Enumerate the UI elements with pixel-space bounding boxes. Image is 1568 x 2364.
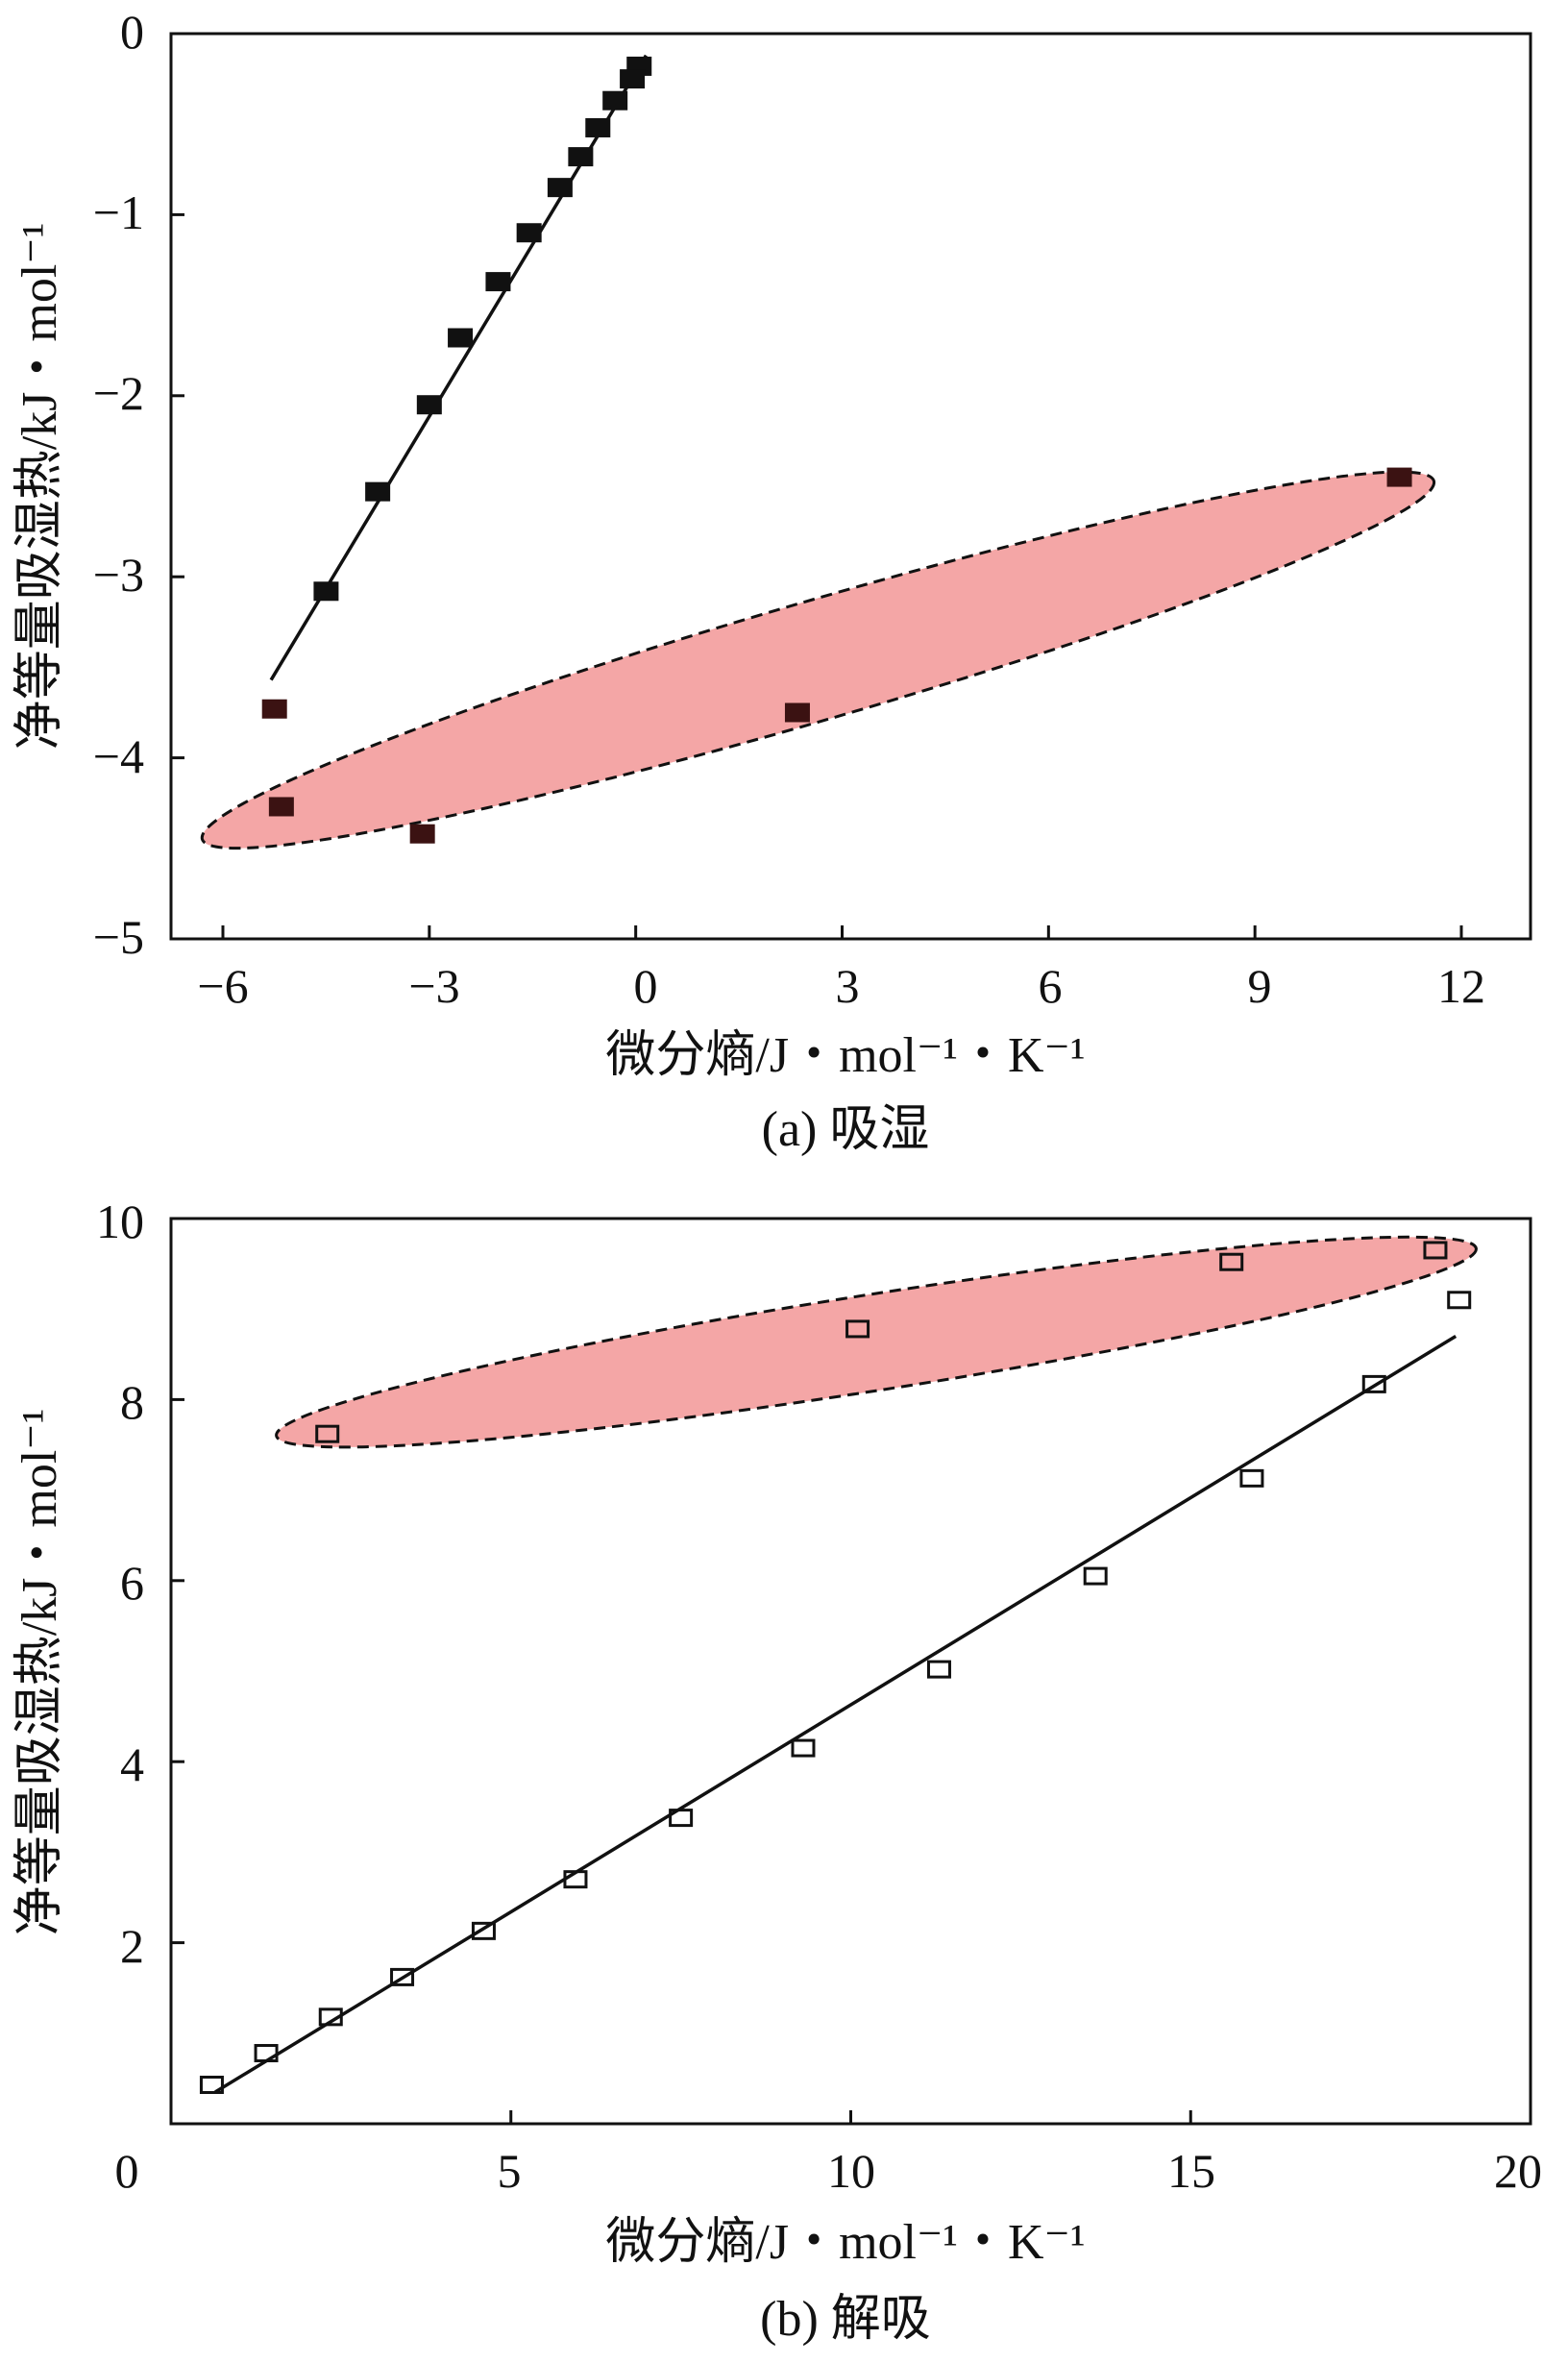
highlight-region	[200, 470, 1436, 850]
data-point	[1239, 1468, 1264, 1488]
data-point	[1083, 1566, 1108, 1586]
y-tick-label: 10	[96, 1194, 144, 1248]
data-point	[547, 178, 573, 198]
data-points	[199, 1241, 1472, 2094]
x-tick-label: 20	[1494, 2144, 1542, 2198]
data-point	[563, 1870, 588, 1889]
data-point	[390, 1967, 415, 1986]
data-point	[448, 328, 474, 348]
data-point	[318, 2007, 343, 2027]
data-point	[409, 824, 435, 844]
data-point	[1361, 1374, 1386, 1393]
x-tick-label: 15	[1167, 2144, 1215, 2198]
data-point	[268, 797, 294, 817]
x-tick-label: 5	[498, 2144, 522, 2198]
plot-frame	[169, 32, 1532, 941]
y-axis-label: 净等量吸湿热/kJ・mol⁻¹	[12, 223, 67, 751]
x-axis-label: 微分熵/J・mol⁻¹・K⁻¹	[605, 2215, 1085, 2270]
data-point	[568, 147, 594, 167]
data-point	[199, 2075, 224, 2094]
x-tick-label: −3	[408, 959, 459, 1013]
data-point	[620, 69, 646, 89]
y-tick-label: 8	[120, 1375, 144, 1429]
y-tick-label: −3	[93, 548, 144, 602]
x-tick-label: 3	[836, 959, 860, 1013]
panel-caption: (a) 吸湿	[762, 1102, 930, 1157]
data-point	[1423, 1241, 1448, 1260]
fit-line	[214, 1334, 1458, 2094]
regression-line	[214, 1334, 1458, 2094]
data-points	[261, 56, 1412, 844]
data-point	[254, 2044, 279, 2063]
data-point	[791, 1738, 816, 1758]
y-tick-label: −2	[93, 366, 144, 420]
y-tick-label: 2	[120, 1919, 144, 1973]
y-axis-label: 净等量吸湿热/kJ・mol⁻¹	[12, 1409, 67, 1936]
data-point	[585, 117, 611, 137]
panel-caption: (b) 解吸	[760, 2292, 931, 2347]
highlight-ellipse	[200, 470, 1436, 850]
x-tick-label: 0	[115, 2144, 139, 2198]
data-point	[485, 272, 511, 292]
panel-b: 2 4 6 8 10 0 5 10 15 20 微分熵/J・mol⁻¹・K⁻¹ …	[12, 1194, 1542, 2347]
x-axis-label: 微分熵/J・mol⁻¹・K⁻¹	[605, 1028, 1085, 1083]
data-point	[516, 223, 542, 243]
axis-ticks	[171, 212, 1463, 939]
data-point	[845, 1319, 870, 1339]
data-point	[1386, 467, 1412, 487]
highlight-ellipse	[275, 1235, 1478, 1449]
data-point	[1219, 1252, 1244, 1271]
y-tick-label: 4	[120, 1737, 144, 1791]
y-tick-label: −4	[93, 729, 144, 783]
data-point	[669, 1809, 694, 1828]
data-point	[602, 90, 628, 111]
x-tick-label: 6	[1039, 959, 1063, 1013]
y-tick-label: 6	[120, 1556, 144, 1610]
axis-ticks	[171, 1397, 1192, 2124]
panel-a: 0 −1 −2 −3 −4 −5 −6 −3 0 3 6 9 12 微分熵/J・…	[12, 5, 1532, 1157]
data-point	[1447, 1291, 1472, 1310]
x-tick-label: −6	[197, 959, 248, 1013]
x-tick-label: 12	[1437, 959, 1485, 1013]
x-tick-label: 10	[827, 2144, 875, 2198]
highlight-region	[275, 1235, 1478, 1449]
data-point	[926, 1660, 951, 1679]
data-point	[315, 1424, 340, 1443]
y-tick-label: −5	[93, 910, 144, 964]
data-point	[261, 699, 287, 719]
data-point	[313, 581, 339, 602]
x-tick-label: 0	[634, 959, 658, 1013]
x-tick-label: 9	[1248, 959, 1272, 1013]
data-point	[471, 1921, 496, 1940]
y-tick-label: −1	[93, 185, 144, 239]
data-point	[365, 481, 391, 502]
data-point	[416, 395, 442, 415]
data-point	[784, 702, 810, 723]
y-tick-label: 0	[120, 5, 144, 59]
